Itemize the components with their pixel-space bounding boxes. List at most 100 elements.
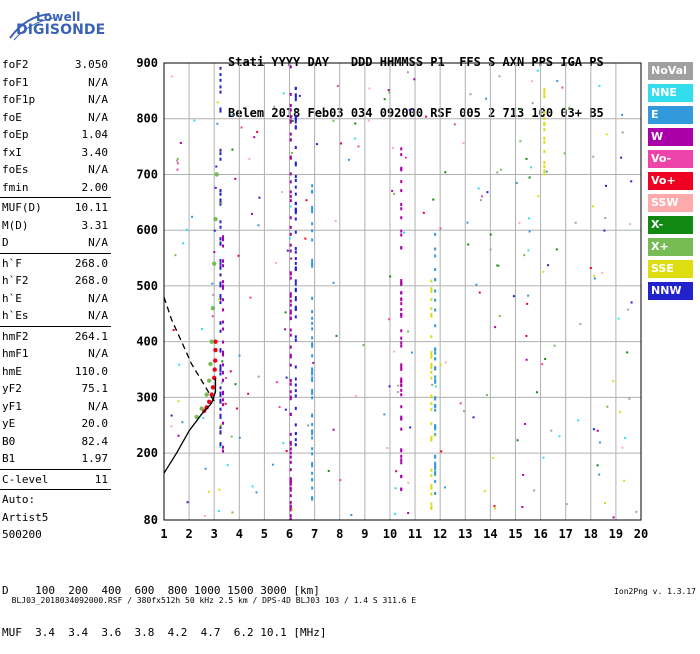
echo-dot [400, 230, 402, 233]
echo-dot [311, 430, 313, 433]
trace-point-X-trace [207, 378, 211, 382]
trace-point-X-trace [212, 261, 216, 265]
legend-item-x-: X- [648, 216, 693, 234]
echo-dot [400, 475, 402, 478]
trace-point-X-trace [210, 339, 214, 343]
noise-point [529, 176, 531, 178]
echo-dot [434, 367, 436, 370]
noise-point [480, 199, 482, 201]
noise-point [227, 464, 229, 466]
noise-point [490, 249, 492, 251]
noise-point [258, 376, 260, 378]
echo-dot [430, 371, 432, 374]
echo-dot [290, 93, 292, 96]
echo-dot [290, 451, 292, 454]
noise-point [231, 511, 233, 513]
noise-point [530, 166, 532, 168]
noise-point [276, 381, 278, 383]
echo-dot [434, 480, 436, 483]
noise-point [388, 89, 390, 91]
echo-dot [295, 231, 297, 234]
echo-dot [311, 259, 313, 262]
echo-dot [290, 312, 292, 315]
noise-point [628, 398, 630, 400]
echo-dot [434, 462, 436, 465]
echo-dot [434, 233, 436, 236]
echo-dot [290, 346, 292, 349]
noise-point [336, 335, 338, 337]
echo-dot [311, 342, 313, 345]
noise-point [513, 295, 515, 297]
noise-point [612, 380, 614, 382]
echo-dot [290, 514, 292, 517]
echo-dot [430, 422, 432, 425]
echo-dot [295, 193, 297, 196]
echo-dot [400, 147, 402, 150]
echo-dot [290, 304, 292, 307]
echo-dot [290, 354, 292, 357]
noise-point [606, 406, 608, 408]
noise-point [519, 140, 521, 142]
echo-dot [543, 141, 545, 144]
noise-point [339, 479, 341, 481]
y-tick-label: 600 [136, 223, 158, 237]
echo-dot [290, 180, 292, 183]
echo-dot [434, 357, 436, 360]
echo-dot [295, 279, 297, 282]
noise-point [413, 78, 415, 80]
noise-point [173, 329, 175, 331]
noise-point [409, 109, 411, 111]
noise-point [407, 512, 409, 514]
noise-point [238, 355, 240, 357]
echo-dot [430, 487, 432, 490]
noise-point [201, 328, 203, 330]
noise-point [286, 377, 288, 379]
echo-dot [543, 161, 545, 164]
echo-dot [290, 300, 292, 303]
echo-dot [543, 165, 545, 168]
echo-dot [311, 229, 313, 232]
noise-point [469, 93, 471, 95]
echo-dot [295, 217, 297, 220]
noise-point [597, 464, 599, 466]
noise-point [291, 152, 293, 154]
noise-point [204, 515, 206, 517]
echo-dot [222, 287, 224, 290]
echo-dot [434, 409, 436, 412]
noise-point [393, 350, 395, 352]
echo-dot [290, 456, 292, 459]
noise-point [533, 489, 535, 491]
y-tick-label: 500 [136, 279, 158, 293]
echo-dot [222, 392, 224, 395]
noise-point [368, 120, 370, 122]
noise-point [526, 158, 528, 160]
file-info-footer: BLJ03_2018034092000.RSF / 380fx512h 50 k… [2, 587, 698, 614]
echo-dot [290, 157, 292, 160]
legend-item-e: E [648, 106, 693, 124]
noise-point [180, 142, 182, 144]
noise-point [354, 122, 356, 124]
noise-point [177, 158, 179, 160]
noise-point [496, 264, 498, 266]
x-tick-label: 4 [236, 527, 243, 541]
legend-item-sse: SSE [648, 260, 693, 278]
legend-item-w: W [648, 128, 693, 146]
noise-point [389, 275, 391, 277]
echo-dot [219, 401, 221, 404]
echo-dot [295, 146, 297, 149]
x-tick-label: 12 [433, 527, 447, 541]
noise-point [234, 178, 236, 180]
noise-point [527, 295, 529, 297]
trace-point-X-trace [211, 306, 215, 310]
noise-point [306, 199, 308, 201]
echo-dot [430, 469, 432, 472]
echo-dot [295, 87, 297, 90]
noise-point [598, 474, 600, 476]
noise-point [258, 197, 260, 199]
noise-point [221, 382, 223, 384]
noise-point [176, 169, 178, 171]
echo-dot [311, 462, 313, 465]
echo-dot [311, 238, 313, 241]
echo-dot [290, 250, 292, 253]
echo-dot [311, 497, 313, 500]
